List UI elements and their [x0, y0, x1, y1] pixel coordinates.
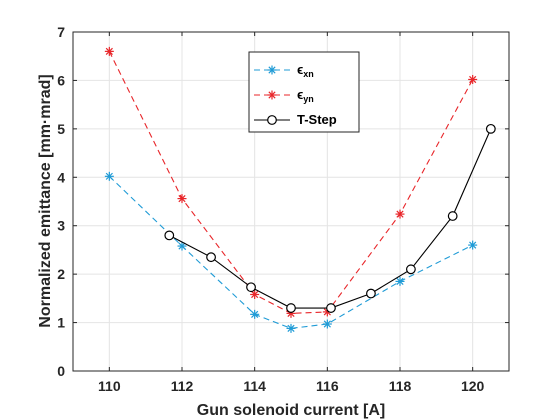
data-point — [366, 288, 376, 299]
x-tick-label: 114 — [243, 378, 266, 394]
series-yn — [104, 46, 478, 318]
data-point — [177, 194, 187, 204]
data-point — [485, 123, 496, 134]
axis-ticks: 110 112 114 116 118 120 0 1 2 3 4 5 6 7 — [57, 24, 509, 394]
x-axis-label: Gun solenoid current [A] — [197, 402, 385, 419]
data-point — [322, 319, 332, 329]
legend-marker — [267, 65, 277, 75]
data-point — [250, 309, 260, 319]
data-point — [326, 303, 336, 313]
legend-label-subscript: yn — [303, 94, 314, 104]
data-point — [286, 303, 296, 313]
data-point — [104, 46, 114, 56]
y-tick-label: 3 — [57, 218, 65, 234]
legend-label: T-Step — [297, 112, 337, 127]
x-tick-label: 112 — [171, 378, 194, 394]
data-point — [177, 241, 187, 251]
data-point — [206, 252, 216, 263]
x-tick-label: 120 — [461, 378, 485, 394]
x-tick-label: 110 — [98, 378, 121, 394]
y-tick-label: 0 — [57, 363, 65, 379]
y-tick-label: 5 — [57, 121, 65, 137]
data-point — [395, 209, 405, 219]
data-point — [104, 171, 114, 181]
y-tick-label: 2 — [57, 266, 65, 282]
y-tick-label: 6 — [57, 72, 65, 88]
data-point — [250, 289, 260, 299]
x-tick-label: 118 — [389, 378, 412, 394]
y-tick-label: 7 — [57, 24, 65, 40]
y-tick-label: 4 — [57, 169, 65, 185]
data-point — [246, 282, 256, 293]
series-layer — [104, 46, 496, 333]
data-point — [164, 230, 175, 241]
legend-marker — [267, 90, 277, 100]
legend-label-subscript: xn — [303, 69, 314, 79]
data-point — [468, 240, 478, 250]
series-xn — [104, 171, 478, 333]
data-point — [406, 264, 416, 275]
data-point — [447, 211, 458, 221]
data-point — [286, 323, 296, 333]
y-tick-label: 1 — [57, 315, 65, 331]
data-point — [395, 276, 405, 286]
y-axis-label: Normalized emittance [mm·mrad] — [37, 74, 54, 327]
plot-frame — [72, 31, 510, 372]
data-point — [468, 74, 478, 84]
series-t-step — [164, 123, 496, 313]
legend-marker — [267, 115, 277, 125]
x-tick-label: 116 — [316, 378, 339, 394]
